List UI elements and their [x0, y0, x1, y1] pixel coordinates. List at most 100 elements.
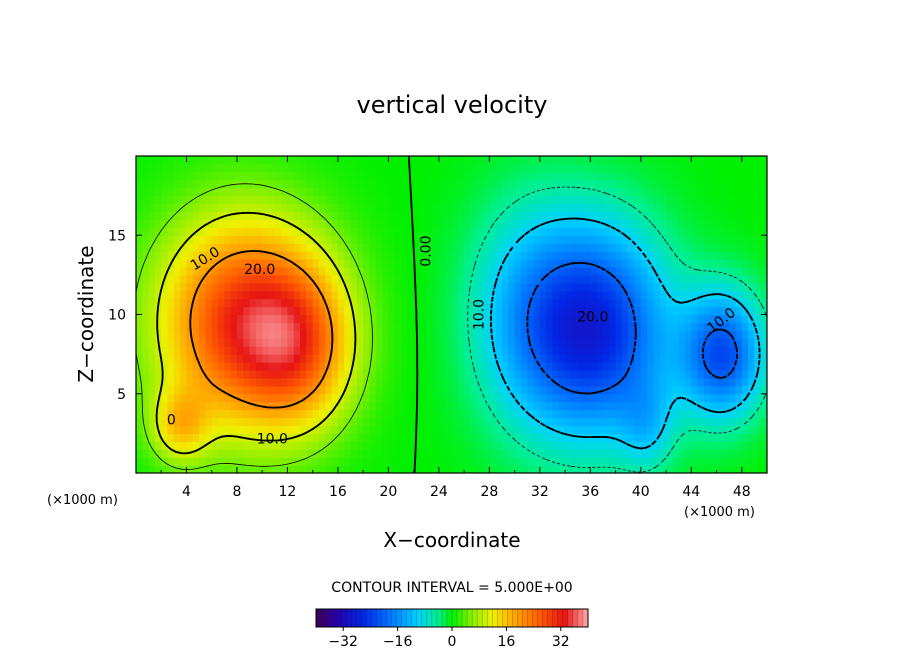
heatmap-cell [754, 362, 762, 371]
heatmap-cell [527, 211, 535, 220]
heatmap-cell [199, 235, 207, 244]
heatmap-cell [154, 369, 162, 379]
heatmap-cell [653, 401, 661, 411]
heatmap-cell [173, 156, 181, 165]
heatmap-cell [426, 195, 434, 205]
heatmap-cell [287, 425, 295, 434]
heatmap-cell [552, 219, 560, 228]
heatmap-cell [337, 259, 345, 268]
heatmap-cell [426, 362, 434, 371]
heatmap-cell [691, 393, 699, 403]
heatmap-cell [262, 179, 270, 189]
heatmap-cell [173, 274, 181, 284]
heatmap-cell [268, 457, 276, 466]
heatmap-cell [192, 377, 200, 387]
heatmap-cell [136, 211, 143, 220]
heatmap-cell [382, 195, 389, 205]
heatmap-cell [735, 425, 743, 434]
heatmap-cell [634, 322, 642, 331]
heatmap-cell [136, 409, 143, 419]
heatmap-cell [205, 259, 213, 268]
heatmap-cell [520, 235, 528, 244]
heatmap-cell [659, 354, 667, 363]
heatmap-cell [552, 314, 560, 324]
heatmap-cell [173, 465, 181, 473]
heatmap-cell [754, 290, 762, 300]
heatmap-cell [192, 449, 200, 458]
heatmap-cell [293, 259, 301, 268]
heatmap-cell [722, 338, 730, 347]
heatmap-cell [527, 251, 535, 260]
heatmap-cell [230, 235, 238, 244]
heatmap-cell [199, 290, 207, 300]
heatmap-cell [703, 298, 711, 308]
heatmap-cell [375, 179, 383, 189]
heatmap-cell [401, 219, 408, 228]
heatmap-cell [438, 354, 446, 363]
heatmap-cell [154, 274, 162, 284]
heatmap-cell [230, 441, 238, 450]
heatmap-cell [464, 156, 472, 165]
heatmap-cell [167, 203, 175, 213]
heatmap-cell [729, 219, 737, 228]
heatmap-cell [211, 298, 219, 308]
heatmap-cell [722, 243, 730, 252]
heatmap-cell [678, 409, 686, 419]
heatmap-cell [369, 179, 377, 189]
heatmap-cell [337, 243, 345, 252]
heatmap-cell [262, 449, 270, 458]
heatmap-cell [495, 219, 503, 228]
heatmap-cell [136, 219, 143, 228]
heatmap-cell [218, 354, 225, 363]
heatmap-cell [356, 330, 364, 339]
heatmap-cell [501, 409, 509, 419]
heatmap-cell [218, 465, 225, 473]
heatmap-cell [470, 298, 478, 308]
heatmap-cell [407, 346, 415, 355]
heatmap-cell [691, 187, 699, 197]
heatmap-cell [539, 235, 547, 244]
heatmap-cell [243, 163, 251, 173]
heatmap-cell [224, 457, 232, 466]
heatmap-cell [489, 465, 497, 473]
heatmap-cell [470, 441, 478, 450]
heatmap-cell [470, 235, 478, 244]
heatmap-cell [483, 417, 490, 427]
heatmap-cell [647, 306, 655, 316]
heatmap-cell [306, 362, 314, 371]
heatmap-cell [489, 235, 497, 244]
heatmap-cell [659, 187, 667, 197]
heatmap-cell [571, 282, 579, 292]
heatmap-cell [186, 338, 194, 347]
heatmap-cell [672, 274, 680, 284]
heatmap-cell [514, 346, 522, 355]
heatmap-cell [205, 298, 213, 308]
heatmap-cell [293, 227, 301, 236]
heatmap-cell [691, 401, 699, 411]
heatmap-cell [413, 163, 421, 173]
heatmap-cell [495, 449, 503, 458]
heatmap-cell [136, 171, 143, 181]
heatmap-cell [375, 369, 383, 379]
heatmap-cell [640, 179, 648, 189]
heatmap-cell [514, 171, 522, 181]
heatmap-cell [691, 211, 699, 220]
heatmap-cell [426, 322, 434, 331]
heatmap-cell [318, 282, 326, 292]
heatmap-cell [249, 393, 257, 403]
heatmap-cell [394, 282, 402, 292]
heatmap-cell [337, 346, 345, 355]
heatmap-cell [464, 179, 472, 189]
heatmap-cell [173, 290, 181, 300]
heatmap-cell [451, 203, 459, 213]
heatmap-cell [703, 354, 711, 363]
heatmap-cell [136, 195, 143, 205]
heatmap-cell [508, 282, 516, 292]
contour-line-pos0 [407, 156, 419, 473]
heatmap-cell [495, 179, 503, 189]
heatmap-cell [615, 385, 623, 395]
heatmap-cell [628, 219, 636, 228]
heatmap-cell [394, 385, 402, 395]
heatmap-cell [716, 282, 724, 292]
heatmap-cell [142, 409, 150, 419]
